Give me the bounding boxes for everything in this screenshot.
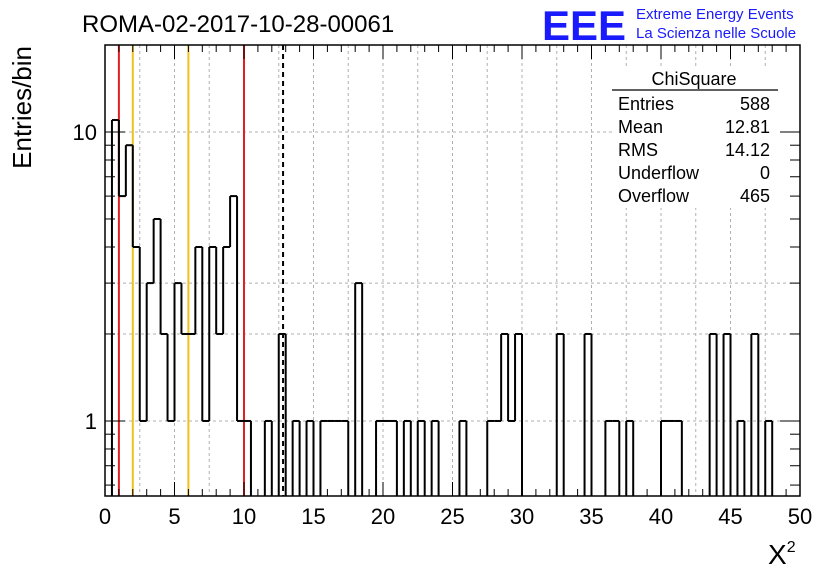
stats-label: RMS	[618, 140, 658, 160]
x-axis-label-superscript: 2	[787, 539, 796, 556]
stats-value: 14.12	[725, 140, 770, 160]
x-tick-label: 0	[99, 504, 111, 529]
stats-value: 12.81	[725, 117, 770, 137]
run-title: ROMA-02-2017-10-28-00061	[82, 11, 394, 38]
logo-line2: La Scienza nelle Scuole	[636, 25, 796, 42]
x-tick-label: 35	[579, 504, 603, 529]
histogram	[110, 119, 774, 496]
x-tick-label: 10	[232, 504, 256, 529]
x-axis-label: X2	[768, 539, 796, 570]
y-tick-label: 1	[85, 409, 97, 434]
stats-label: Mean	[618, 117, 663, 137]
stats-box-background	[612, 68, 780, 208]
stats-rows: Entries 588 Mean 12.81 RMS 14.12 Underflow 0 Ove…	[618, 94, 770, 206]
stats-value: 588	[740, 94, 770, 114]
x-tick-label: 20	[371, 504, 395, 529]
y-tick-label: 10	[73, 120, 97, 145]
stats-value: 465	[740, 186, 770, 206]
x-tick-label: 45	[718, 504, 742, 529]
x-axis-label-base: X	[768, 539, 787, 570]
y-tick-labels: 1 10	[73, 120, 97, 434]
logo-line1: Extreme Energy Events	[636, 6, 794, 23]
stats-label: Underflow	[618, 163, 700, 183]
stats-value: 0	[760, 163, 770, 183]
x-tick-label: 5	[168, 504, 180, 529]
logo-text: EEE	[542, 2, 626, 49]
reference-lines	[117, 45, 285, 496]
stats-label: Overflow	[618, 186, 690, 206]
header: ROMA-02-2017-10-28-00061	[82, 11, 394, 38]
stats-box: ChiSquare Entries 588 Mean 12.81 RMS 14.12 Und…	[612, 68, 780, 208]
axes	[104, 44, 801, 497]
x-tick-label: 40	[649, 504, 673, 529]
eee-logo: EEE Extreme Energy Events La Scienza nel…	[542, 2, 796, 49]
x-tick-label: 25	[440, 504, 464, 529]
y-axis-label: Entries/bin	[7, 46, 37, 169]
stats-box-title: ChiSquare	[651, 69, 736, 89]
x-tick-label: 30	[510, 504, 534, 529]
x-tick-label: 15	[301, 504, 325, 529]
x-tick-labels: 0 5 10 15 20 25 30 35 40 45 50	[99, 504, 812, 529]
x-tick-label: 50	[788, 504, 812, 529]
stats-label: Entries	[618, 94, 674, 114]
